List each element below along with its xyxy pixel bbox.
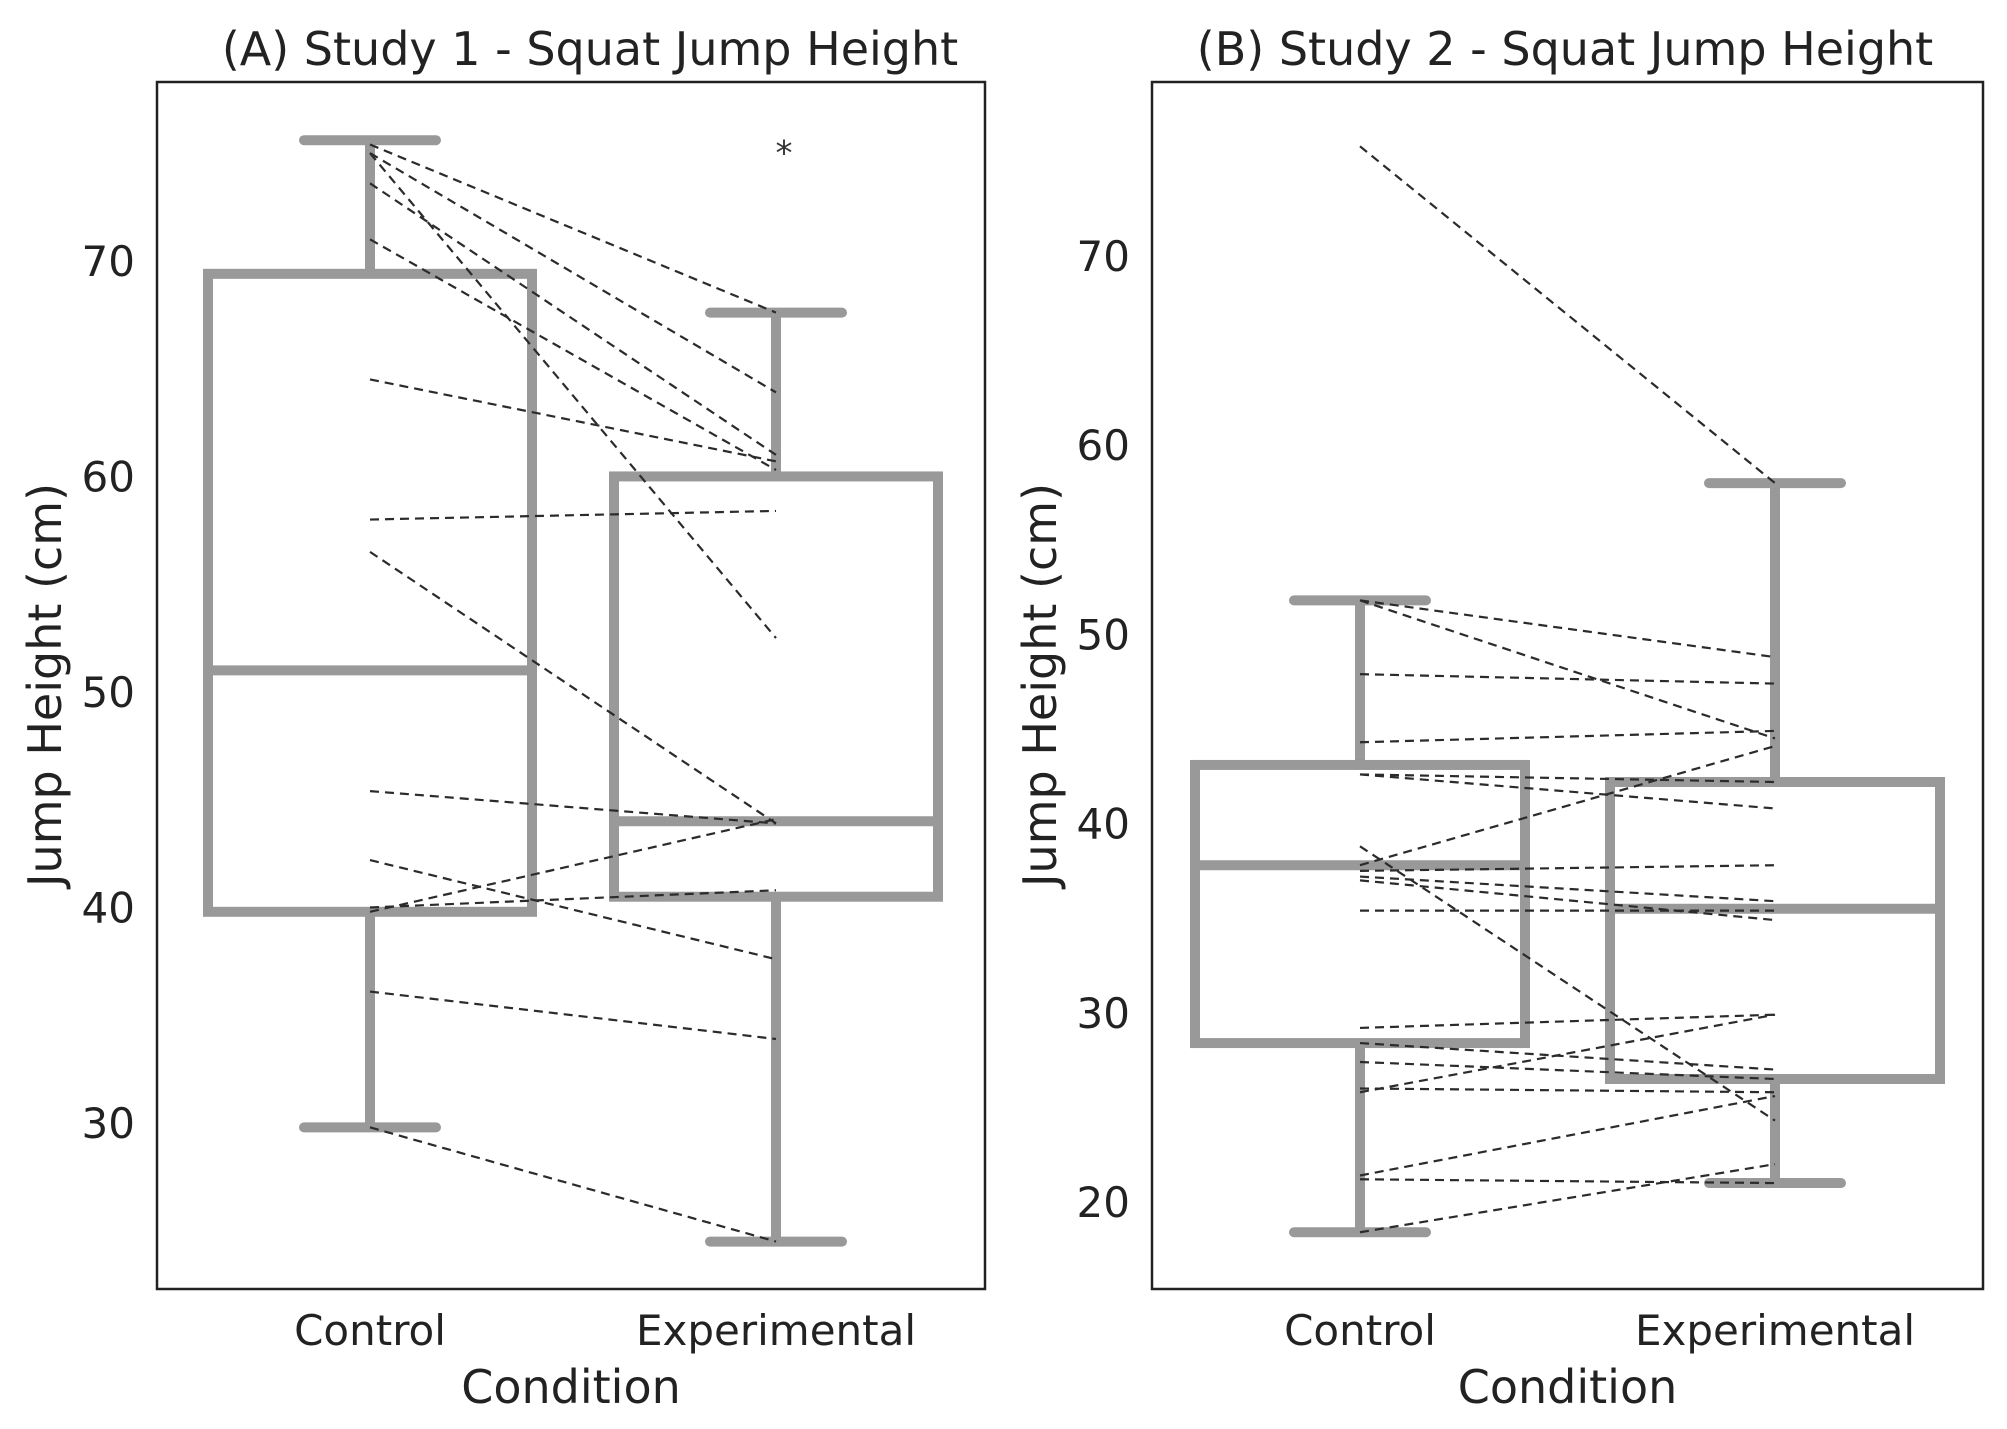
paired-line — [1359, 879, 1776, 922]
paired-line — [369, 152, 777, 639]
plot-frame — [155, 80, 987, 1291]
y-tick-label: 20 — [1077, 1178, 1130, 1227]
y-tick-label: 40 — [82, 884, 135, 933]
y-tick-label: 50 — [82, 668, 135, 717]
paired-line — [1359, 145, 1776, 484]
paired-line — [369, 509, 777, 521]
box-iqr — [609, 471, 943, 902]
paired-line — [1359, 1041, 1776, 1071]
box-iqr — [203, 268, 537, 917]
y-tick-label: 30 — [82, 1099, 135, 1148]
x-tick-label: Experimental — [636, 1306, 916, 1355]
paired-line — [1359, 773, 1776, 784]
panel-b: (B) Study 2 - Squat Jump Height 20 30 40 50 6… — [1013, 22, 1985, 1414]
paired-line — [1359, 864, 1776, 873]
paired-line — [1359, 845, 1776, 1122]
panel-a: (A) Study 1 - Squat Jump Height 30 40 50 60 7… — [18, 22, 987, 1414]
x-tick-label: Experimental — [1635, 1306, 1915, 1355]
paired-line — [1359, 744, 1776, 867]
y-tick-label: 60 — [1077, 421, 1130, 470]
y-tick-label: 50 — [1077, 610, 1130, 659]
paired-line — [1359, 1013, 1776, 1030]
paired-line — [369, 238, 777, 471]
chart-title: (A) Study 1 - Squat Jump Height — [222, 22, 958, 76]
y-tick-label: 70 — [82, 237, 135, 286]
box-iqr — [1190, 759, 1530, 1049]
paired-line — [369, 990, 777, 1041]
y-axis-label: Jump Height (cm) — [1013, 483, 1067, 890]
paired-line — [369, 790, 777, 825]
paired-line — [1359, 875, 1776, 903]
y-tick-label: 40 — [1077, 800, 1130, 849]
chart-title: (B) Study 2 - Squat Jump Height — [1197, 22, 1933, 76]
paired-line — [369, 1126, 777, 1243]
y-tick-label: 30 — [1077, 989, 1130, 1038]
paired-line — [1359, 1163, 1776, 1234]
paired-line — [1359, 599, 1776, 740]
paired-line — [369, 818, 777, 913]
paired-line — [1359, 673, 1776, 685]
paired-line — [1359, 1013, 1776, 1094]
paired-line — [1359, 729, 1776, 744]
paired-line — [369, 378, 777, 463]
x-axis-label: Condition — [461, 1360, 681, 1414]
x-tick-label: Control — [1284, 1306, 1436, 1355]
y-tick-label: 70 — [1077, 232, 1130, 281]
paired-line — [1359, 1178, 1776, 1185]
x-tick-label: Control — [294, 1306, 446, 1355]
paired-line — [1359, 599, 1776, 659]
paired-line — [369, 859, 777, 961]
paired-line — [369, 550, 777, 825]
plot-frame — [1150, 80, 1985, 1291]
paired-line — [1359, 1060, 1776, 1081]
box-iqr — [1605, 776, 1945, 1085]
paired-line — [369, 889, 777, 909]
x-axis-label: Condition — [1458, 1360, 1678, 1414]
y-axis-label: Jump Height (cm) — [18, 483, 72, 890]
outlier-marker: * — [776, 134, 793, 174]
paired-line — [369, 182, 777, 456]
paired-line — [369, 152, 777, 394]
paired-line — [369, 143, 777, 314]
paired-line — [1359, 1087, 1776, 1094]
paired-line — [1359, 1094, 1776, 1177]
y-tick-label: 60 — [82, 452, 135, 501]
paired-line — [1359, 773, 1776, 810]
